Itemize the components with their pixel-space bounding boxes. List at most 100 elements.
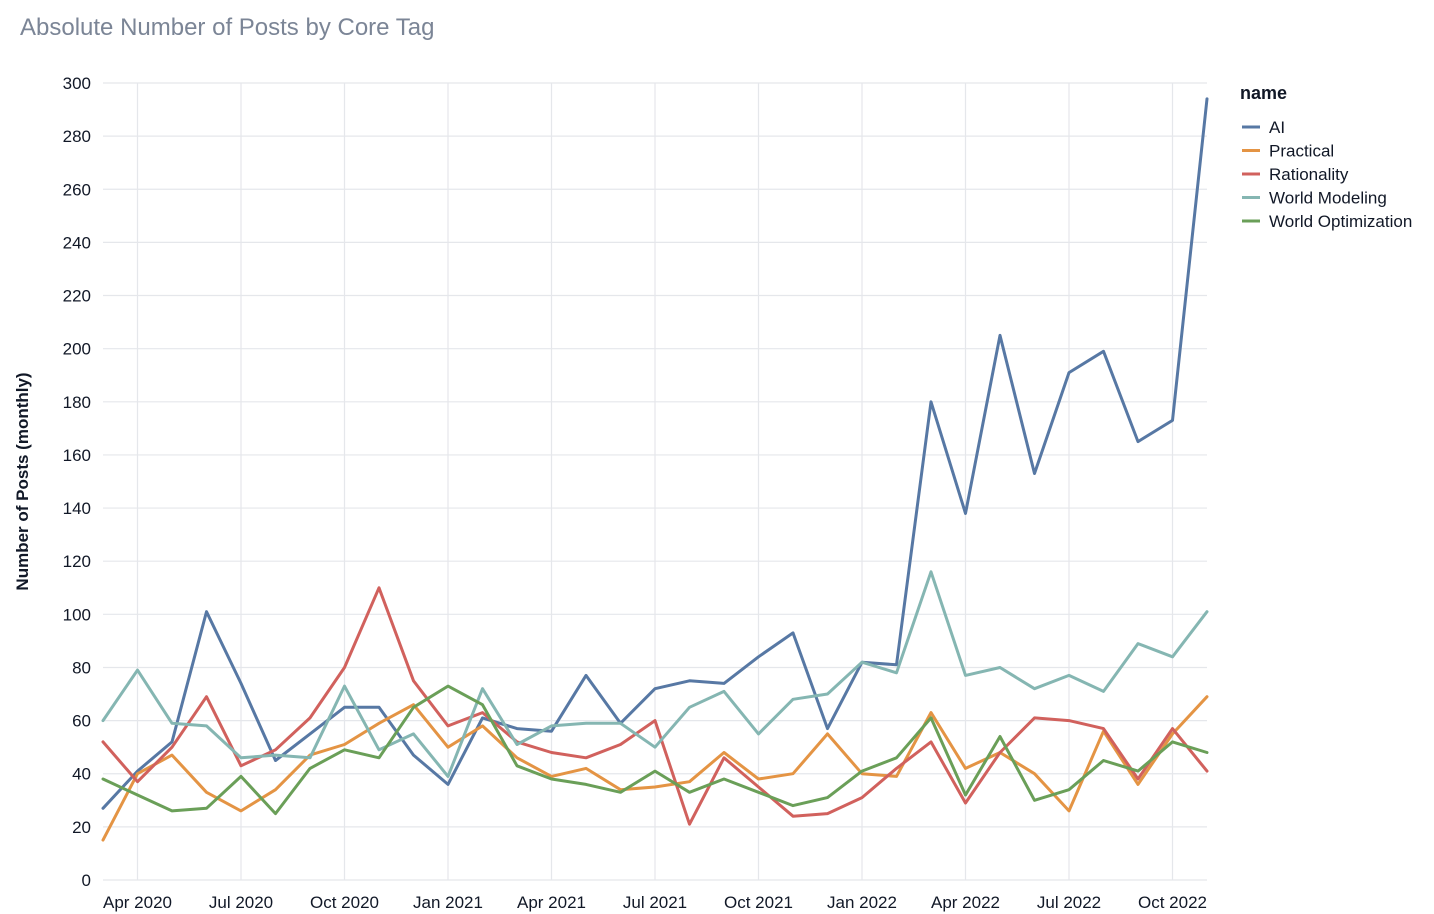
data-point[interactable] bbox=[964, 801, 967, 805]
data-point[interactable] bbox=[343, 706, 346, 709]
data-point[interactable] bbox=[653, 785, 657, 789]
data-point[interactable] bbox=[722, 756, 726, 759]
data-point[interactable] bbox=[446, 775, 450, 778]
data-point[interactable] bbox=[136, 668, 139, 672]
data-point[interactable] bbox=[895, 775, 898, 778]
data-point[interactable] bbox=[653, 719, 657, 722]
data-point[interactable] bbox=[1171, 740, 1174, 744]
data-point[interactable] bbox=[1033, 716, 1036, 720]
data-point[interactable] bbox=[412, 753, 415, 757]
data-point[interactable] bbox=[722, 751, 726, 754]
data-point[interactable] bbox=[1102, 759, 1105, 762]
data-point[interactable] bbox=[550, 777, 553, 781]
data-point[interactable] bbox=[515, 727, 519, 730]
data-point[interactable] bbox=[205, 791, 208, 794]
data-point[interactable] bbox=[964, 767, 967, 770]
data-point[interactable] bbox=[515, 756, 519, 759]
data-point[interactable] bbox=[1033, 472, 1036, 475]
data-point[interactable] bbox=[1205, 751, 1209, 754]
data-point[interactable] bbox=[619, 791, 622, 794]
data-point[interactable] bbox=[791, 815, 795, 818]
data-point[interactable] bbox=[136, 780, 139, 783]
data-point[interactable] bbox=[895, 756, 898, 759]
legend-item[interactable]: Rationality bbox=[1242, 165, 1349, 184]
data-point[interactable] bbox=[757, 791, 760, 794]
data-point[interactable] bbox=[964, 674, 967, 677]
data-point[interactable] bbox=[929, 740, 933, 744]
data-point[interactable] bbox=[515, 764, 519, 767]
data-point[interactable] bbox=[412, 706, 415, 709]
data-point[interactable] bbox=[1067, 674, 1071, 677]
data-point[interactable] bbox=[688, 679, 691, 682]
data-point[interactable] bbox=[1171, 727, 1174, 730]
data-point[interactable] bbox=[136, 793, 139, 797]
data-point[interactable] bbox=[1205, 610, 1209, 613]
data-point[interactable] bbox=[170, 809, 174, 813]
data-point[interactable] bbox=[515, 743, 519, 746]
data-point[interactable] bbox=[722, 690, 726, 693]
data-point[interactable] bbox=[377, 756, 381, 759]
data-point[interactable] bbox=[481, 703, 484, 706]
data-point[interactable] bbox=[170, 740, 174, 744]
data-point[interactable] bbox=[343, 666, 346, 669]
data-point[interactable] bbox=[550, 730, 553, 733]
data-point[interactable] bbox=[1171, 732, 1174, 736]
data-point[interactable] bbox=[826, 812, 829, 815]
data-point[interactable] bbox=[929, 570, 933, 574]
data-point[interactable] bbox=[688, 791, 691, 794]
data-point[interactable] bbox=[377, 748, 381, 752]
data-point[interactable] bbox=[101, 838, 105, 842]
data-point[interactable] bbox=[446, 684, 450, 688]
data-point[interactable] bbox=[170, 722, 174, 725]
data-point[interactable] bbox=[446, 783, 450, 786]
data-point[interactable] bbox=[101, 807, 105, 810]
data-point[interactable] bbox=[619, 722, 622, 725]
data-point[interactable] bbox=[412, 679, 415, 682]
data-point[interactable] bbox=[170, 753, 174, 757]
data-point[interactable] bbox=[481, 687, 484, 690]
legend-item[interactable]: World Optimization bbox=[1242, 212, 1412, 231]
data-point[interactable] bbox=[1033, 799, 1036, 802]
data-point[interactable] bbox=[584, 722, 588, 725]
legend-item[interactable]: World Modeling bbox=[1242, 189, 1387, 208]
data-point[interactable] bbox=[1067, 809, 1071, 813]
data-point[interactable] bbox=[308, 756, 312, 759]
data-point[interactable] bbox=[757, 655, 760, 659]
legend-item[interactable]: AI bbox=[1242, 118, 1285, 137]
data-point[interactable] bbox=[791, 804, 795, 807]
data-point[interactable] bbox=[722, 777, 726, 781]
data-point[interactable] bbox=[1136, 783, 1140, 786]
data-point[interactable] bbox=[308, 716, 312, 720]
data-point[interactable] bbox=[722, 682, 726, 685]
data-point[interactable] bbox=[412, 732, 415, 736]
data-point[interactable] bbox=[274, 748, 277, 752]
data-point[interactable] bbox=[101, 719, 105, 722]
data-point[interactable] bbox=[170, 745, 174, 749]
data-point[interactable] bbox=[377, 706, 381, 709]
data-point[interactable] bbox=[1205, 769, 1209, 773]
data-point[interactable] bbox=[1033, 772, 1036, 775]
data-point[interactable] bbox=[584, 756, 588, 759]
data-point[interactable] bbox=[826, 796, 829, 799]
data-point[interactable] bbox=[860, 769, 864, 773]
data-point[interactable] bbox=[895, 663, 898, 667]
data-point[interactable] bbox=[826, 732, 829, 736]
data-point[interactable] bbox=[1067, 788, 1071, 791]
data-point[interactable] bbox=[481, 724, 484, 728]
data-point[interactable] bbox=[998, 751, 1002, 754]
data-point[interactable] bbox=[791, 631, 795, 635]
data-point[interactable] bbox=[929, 716, 933, 720]
data-point[interactable] bbox=[791, 698, 795, 701]
data-point[interactable] bbox=[964, 512, 967, 515]
data-point[interactable] bbox=[653, 687, 657, 690]
data-point[interactable] bbox=[1067, 371, 1071, 374]
data-point[interactable] bbox=[205, 610, 208, 613]
data-point[interactable] bbox=[274, 812, 277, 815]
data-point[interactable] bbox=[929, 400, 933, 403]
data-point[interactable] bbox=[1067, 719, 1071, 722]
data-point[interactable] bbox=[377, 586, 381, 589]
data-point[interactable] bbox=[791, 772, 795, 775]
data-point[interactable] bbox=[274, 753, 277, 757]
data-point[interactable] bbox=[343, 684, 346, 688]
data-point[interactable] bbox=[1102, 350, 1105, 353]
